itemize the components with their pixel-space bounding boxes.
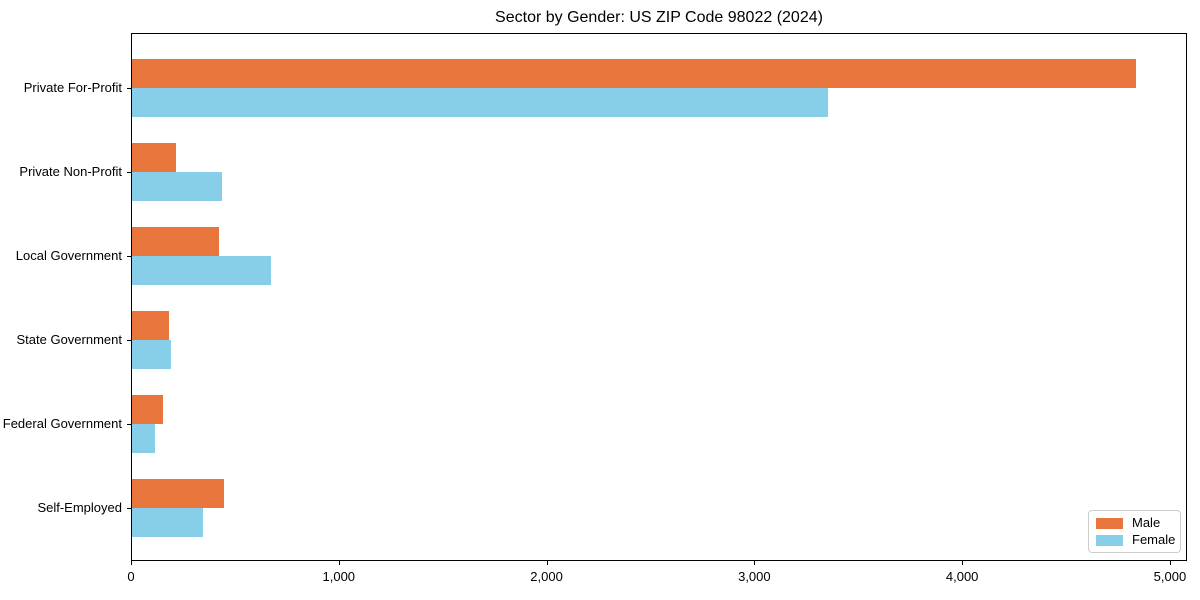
legend-swatch-male	[1096, 517, 1123, 529]
y-tick-label-2: Private Non-Profit	[19, 164, 122, 180]
bar-female-3	[132, 255, 272, 285]
bar-female-2	[132, 171, 223, 201]
y-tick-6	[127, 507, 131, 509]
bar-male-6	[132, 478, 225, 508]
y-tick-4	[127, 339, 131, 341]
x-tick-label-4: 3,000	[738, 569, 771, 584]
y-tick-label-3: Local Government	[15, 248, 122, 264]
bar-male-2	[132, 142, 176, 172]
y-tick-label-6: Self-Employed	[37, 500, 122, 516]
x-tick-4	[754, 561, 756, 565]
y-tick-label-1: Private For-Profit	[23, 80, 122, 96]
x-tick-6	[1169, 561, 1171, 565]
legend-label: Male	[1132, 515, 1161, 530]
y-tick-1	[127, 87, 131, 89]
y-tick-label-5: Federal Government	[2, 416, 122, 432]
x-tick-2	[338, 561, 340, 565]
legend: Male Female	[1088, 510, 1181, 553]
legend-item-female: Female	[1096, 532, 1176, 547]
legend-item-male: Male	[1096, 516, 1173, 530]
bar-female-4	[132, 339, 172, 369]
legend-swatch-female	[1096, 534, 1123, 546]
bar-male-5	[132, 394, 164, 424]
y-tick-2	[127, 171, 131, 173]
bar-male-3	[132, 226, 220, 256]
x-tick-3	[546, 561, 548, 565]
x-tick-label-1: 0	[127, 569, 135, 584]
bar-female-5	[132, 423, 155, 453]
plot-area	[131, 33, 1187, 561]
x-tick-label-2: 1,000	[322, 569, 356, 584]
bar-female-6	[132, 507, 203, 537]
x-tick-5	[962, 561, 964, 565]
legend-label: Female	[1132, 532, 1176, 547]
y-tick-label-4: State Government	[16, 332, 123, 348]
x-tick-label-5: 4,000	[945, 569, 979, 584]
bar-male-1	[132, 58, 1136, 88]
chart-title: Sector by Gender: US ZIP Code 98022 (202…	[495, 9, 823, 26]
x-tick-label-3: 2,000	[530, 569, 563, 584]
y-tick-5	[127, 423, 131, 425]
bar-male-4	[132, 310, 170, 340]
bar-female-1	[132, 87, 829, 117]
x-tick-label-6: 5,000	[1153, 569, 1187, 584]
y-tick-3	[127, 255, 131, 257]
x-tick-1	[131, 561, 132, 565]
